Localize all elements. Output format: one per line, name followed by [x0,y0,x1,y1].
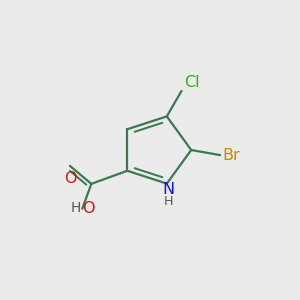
Text: H: H [164,195,173,208]
Text: N: N [162,182,174,197]
Text: O: O [82,201,95,216]
Text: O: O [64,171,76,186]
Text: Br: Br [223,148,240,163]
Text: Cl: Cl [184,75,200,90]
Text: H: H [70,201,81,215]
